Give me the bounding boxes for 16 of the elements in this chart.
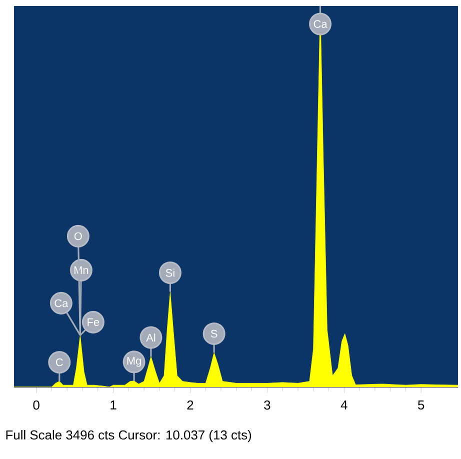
- x-tick-label: 3: [264, 400, 270, 410]
- x-tick-label: 2: [187, 400, 194, 410]
- annotation: O: [74, 232, 82, 240]
- x-tick-label: 0: [33, 400, 40, 410]
- annotation: Ca: [314, 20, 328, 28]
- annotation: Al: [146, 334, 156, 342]
- annotation: C: [56, 358, 63, 366]
- annotation: Fe: [88, 318, 100, 326]
- x-tick-label: 5: [418, 400, 424, 410]
- annotation: S: [210, 330, 218, 338]
- annotation: Si: [166, 268, 174, 277]
- text: Full Scale 3496 cts Cursor: 10.037 (13 cts): [6, 430, 252, 442]
- annotation: Ca: [54, 299, 68, 308]
- x-tick-label: 4: [340, 400, 348, 410]
- annotation: Mg: [127, 357, 141, 367]
- x-tick-label: 1: [110, 400, 116, 410]
